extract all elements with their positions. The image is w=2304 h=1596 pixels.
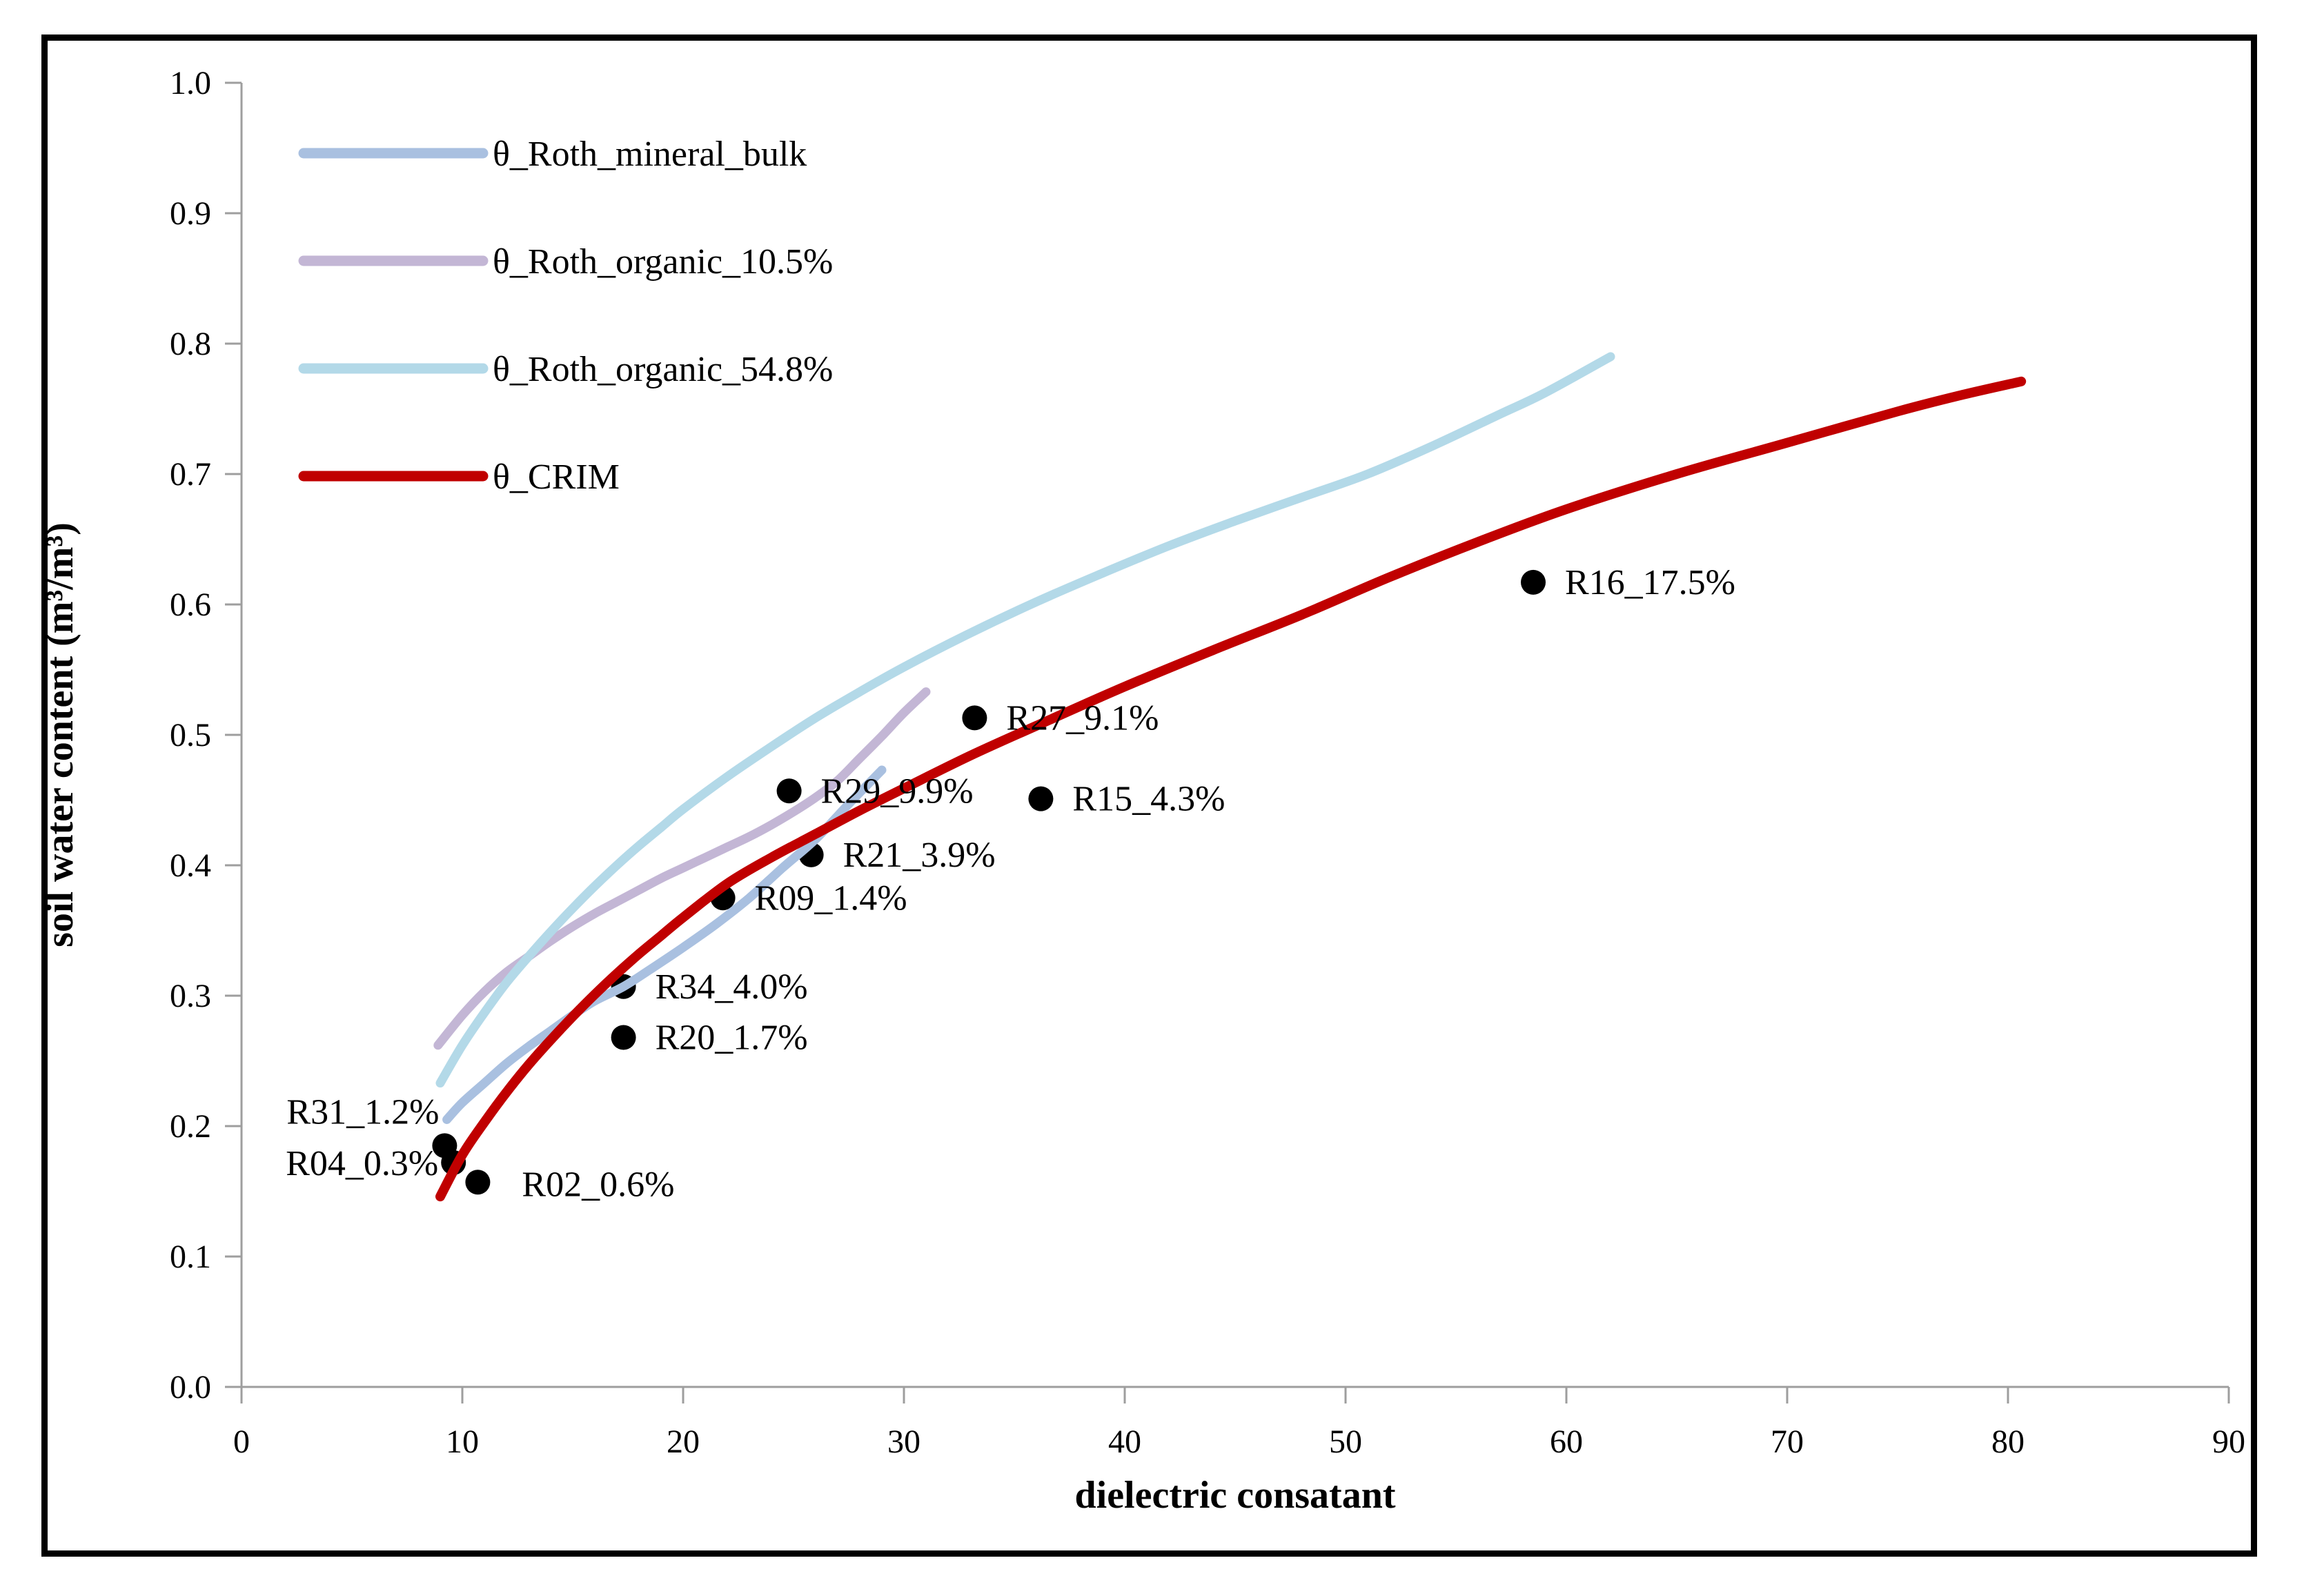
figure-border xyxy=(41,35,2257,1557)
data-point-label: R31_1.2% xyxy=(286,1092,439,1132)
curve-roth-organic-54-8 xyxy=(435,352,1615,1088)
data-point xyxy=(776,778,802,804)
data-point xyxy=(962,705,987,731)
curve-crim xyxy=(435,376,2027,1202)
y-axis-title: soil water content (m³/m³) xyxy=(39,522,81,947)
data-point-label: R29_9.9% xyxy=(821,771,974,811)
x-tick-label: 60 xyxy=(1550,1423,1583,1460)
data-point xyxy=(1028,786,1054,811)
x-tick-label: 30 xyxy=(887,1423,920,1460)
x-tick-label: 10 xyxy=(446,1423,479,1460)
data-point-label: R21_3.9% xyxy=(843,836,996,875)
curve-roth-mineral-bulk xyxy=(442,765,887,1124)
data-point-label: R16_17.5% xyxy=(1565,563,1735,602)
x-tick-label: 80 xyxy=(1991,1423,2025,1460)
legend-label: θ_Roth_organic_10.5% xyxy=(493,242,833,282)
data-point-label: R20_1.7% xyxy=(656,1018,808,1057)
legend-label: θ_CRIM xyxy=(493,457,620,497)
y-tick-label: 0.6 xyxy=(170,587,211,623)
y-tick-label: 0.4 xyxy=(170,847,211,884)
data-point-label: R02_0.6% xyxy=(522,1165,674,1204)
x-tick-label: 50 xyxy=(1329,1423,1362,1460)
data-point xyxy=(611,1025,636,1050)
x-tick-label: 70 xyxy=(1771,1423,1804,1460)
y-tick-label: 0.8 xyxy=(170,326,211,362)
y-tick-label: 1.0 xyxy=(170,65,211,101)
data-point xyxy=(1521,569,1546,595)
data-point-label: R34_4.0% xyxy=(656,967,808,1007)
y-tick-label: 0.1 xyxy=(170,1239,211,1275)
data-point-label: R04_0.3% xyxy=(286,1144,438,1183)
data-point-label: R09_1.4% xyxy=(755,878,907,918)
x-axis-title: dielectric consatant xyxy=(1075,1474,1396,1517)
y-tick-label: 0.9 xyxy=(170,195,211,232)
y-tick-label: 0.2 xyxy=(170,1108,211,1145)
y-tick-label: 0.5 xyxy=(170,717,211,753)
legend-label: θ_Roth_organic_54.8% xyxy=(493,350,833,389)
x-tick-label: 0 xyxy=(233,1423,250,1460)
y-tick-label: 0.0 xyxy=(170,1369,211,1406)
x-tick-label: 20 xyxy=(667,1423,700,1460)
data-point-label: R15_4.3% xyxy=(1072,780,1225,819)
legend-label: θ_Roth_mineral_bulk xyxy=(493,135,807,174)
y-tick-label: 0.3 xyxy=(170,978,211,1014)
x-tick-label: 90 xyxy=(2212,1423,2245,1460)
data-point xyxy=(465,1170,491,1195)
y-tick-label: 0.7 xyxy=(170,456,211,493)
data-point-label: R27_9.1% xyxy=(1006,698,1159,738)
x-tick-label: 40 xyxy=(1108,1423,1141,1460)
